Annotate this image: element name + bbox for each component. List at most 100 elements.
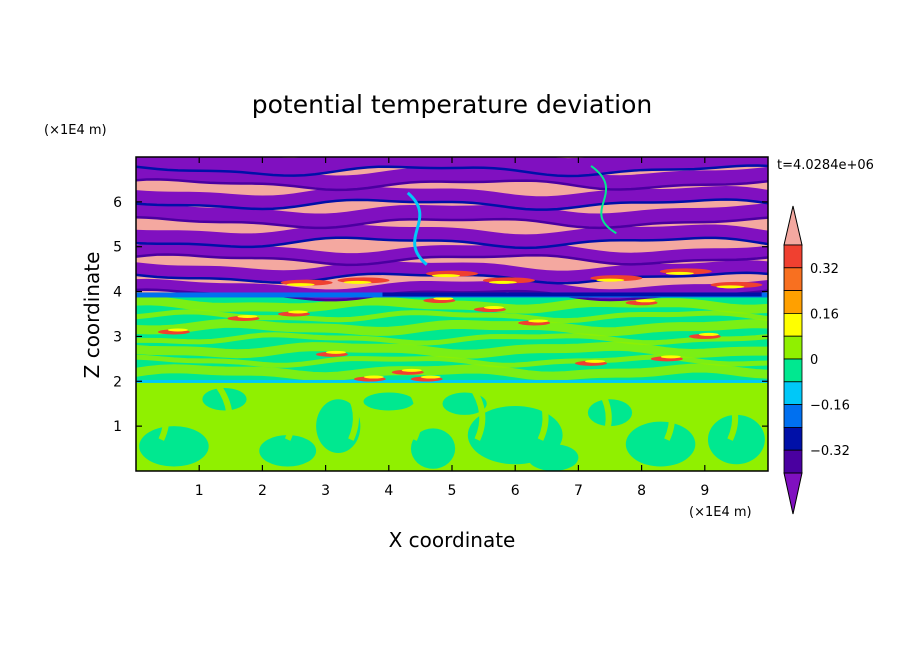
- x-tick-label-2: 2: [258, 483, 267, 499]
- colorbar-top-arrow: [783, 205, 803, 246]
- warm-filament-edge: [325, 350, 346, 354]
- mixing-filament: [590, 165, 617, 235]
- convective-cell: [707, 414, 765, 465]
- colorbar-swatch: [783, 358, 803, 383]
- warm-filament-edge: [401, 368, 422, 372]
- band-edge: [136, 236, 768, 250]
- warm-filament-edge: [585, 359, 606, 363]
- colorbar-swatch: [783, 312, 803, 337]
- warm-filament-edge: [288, 310, 308, 314]
- warm-filament-edge: [528, 319, 549, 323]
- x-tick-label-3: 3: [321, 483, 330, 499]
- colorbar: 0.32 0.16 0 −0.16 −0.32: [783, 205, 850, 515]
- colorbar-label: −0.32: [810, 444, 850, 459]
- colorbar-label: 0: [810, 353, 818, 368]
- warm-filament-edge: [363, 375, 384, 379]
- warm-filament-edge: [433, 297, 454, 301]
- warm-filament-edge: [167, 328, 188, 332]
- mixing-filament: [406, 191, 428, 266]
- purple-band: [136, 165, 768, 190]
- middle-band: [136, 318, 768, 337]
- contour-field: [136, 157, 768, 471]
- warm-filament-edge: [660, 355, 681, 359]
- convective-cell: [410, 428, 456, 469]
- plume: [278, 384, 296, 441]
- plume: [594, 384, 612, 441]
- band-edge: [136, 178, 768, 192]
- y-tick-label-2: 2: [113, 374, 122, 390]
- middle-band: [136, 341, 768, 359]
- x-unit-label: (×1E4 m): [689, 505, 752, 520]
- purple-band: [136, 186, 768, 210]
- colorbar-swatch: [783, 449, 803, 474]
- y-axis: 1 2 3 4 5 6: [113, 195, 768, 435]
- warm-streak-edge: [488, 280, 517, 284]
- x-axis: 1 2 3 4 5 6 7 8 9: [195, 157, 709, 499]
- band-edge: [136, 253, 768, 267]
- plume: [342, 384, 359, 441]
- colorbar-swatch: [783, 335, 803, 360]
- inversion-line: [136, 379, 768, 383]
- plume: [721, 384, 739, 441]
- plume: [405, 384, 423, 441]
- colorbar-label: 0.16: [810, 307, 839, 322]
- warm-filament-edge: [698, 332, 719, 336]
- y-axis-label: Z coordinate: [80, 252, 104, 379]
- colorbar-swatch: [783, 381, 803, 405]
- convective-cell: [625, 421, 696, 467]
- x-tick-label-1: 1: [195, 483, 204, 499]
- warm-streak-edge: [432, 274, 460, 278]
- plume: [152, 384, 170, 441]
- y-tick-label-6: 6: [113, 195, 122, 211]
- x-axis-label: X coordinate: [389, 528, 516, 552]
- x-tick-label-4: 4: [384, 483, 393, 499]
- colorbar-bottom-arrow: [783, 472, 803, 515]
- plume: [215, 384, 233, 441]
- band-edge: [136, 164, 768, 178]
- warm-streak-edge: [665, 271, 694, 275]
- warm-streak-edge: [596, 278, 625, 282]
- colorbar-label: 0.32: [810, 262, 839, 277]
- y-unit-label: (×1E4 m): [44, 123, 107, 138]
- middle-band: [136, 332, 768, 346]
- y-tick-label-3: 3: [113, 329, 122, 345]
- middle-band: [136, 296, 768, 314]
- convective-cell: [259, 435, 317, 467]
- purple-band: [136, 157, 768, 177]
- band-edge: [136, 216, 768, 230]
- x-tick-label-6: 6: [511, 483, 520, 499]
- colorbar-swatch: [783, 267, 803, 291]
- warm-filament-edge: [483, 306, 504, 310]
- upper-base-dark: [382, 292, 762, 297]
- convective-cell: [316, 399, 361, 454]
- warm-filament-edge: [635, 299, 656, 303]
- convective-cell: [139, 426, 209, 467]
- colorbar-swatch: [783, 244, 803, 269]
- plume: [531, 384, 549, 441]
- y-tick-label-4: 4: [113, 285, 122, 301]
- y-tick-label-5: 5: [113, 240, 122, 256]
- convective-cell: [527, 444, 579, 471]
- x-tick-label-7: 7: [574, 483, 583, 499]
- colorbar-swatch: [783, 290, 803, 314]
- chart-title: potential temperature deviation: [252, 90, 652, 119]
- colorbar-swatch: [783, 404, 803, 428]
- x-tick-label-8: 8: [637, 483, 646, 499]
- warm-streak-edge: [343, 280, 372, 284]
- purple-band: [136, 202, 768, 228]
- warm-streak-edge: [286, 283, 315, 287]
- time-label: t=4.0284e+06: [777, 158, 874, 173]
- x-tick-label-5: 5: [448, 483, 457, 499]
- x-tick-label-9: 9: [700, 483, 709, 499]
- y-tick-label-1: 1: [113, 419, 122, 435]
- plume: [658, 384, 675, 441]
- warm-filament-edge: [420, 375, 441, 379]
- colorbar-label: −0.16: [810, 399, 850, 414]
- warm-streak-edge: [716, 285, 745, 289]
- band-edge: [136, 198, 768, 211]
- convective-cell: [363, 392, 415, 411]
- colorbar-swatch: [783, 426, 803, 451]
- warm-filament-edge: [237, 314, 258, 318]
- plume: [468, 384, 486, 441]
